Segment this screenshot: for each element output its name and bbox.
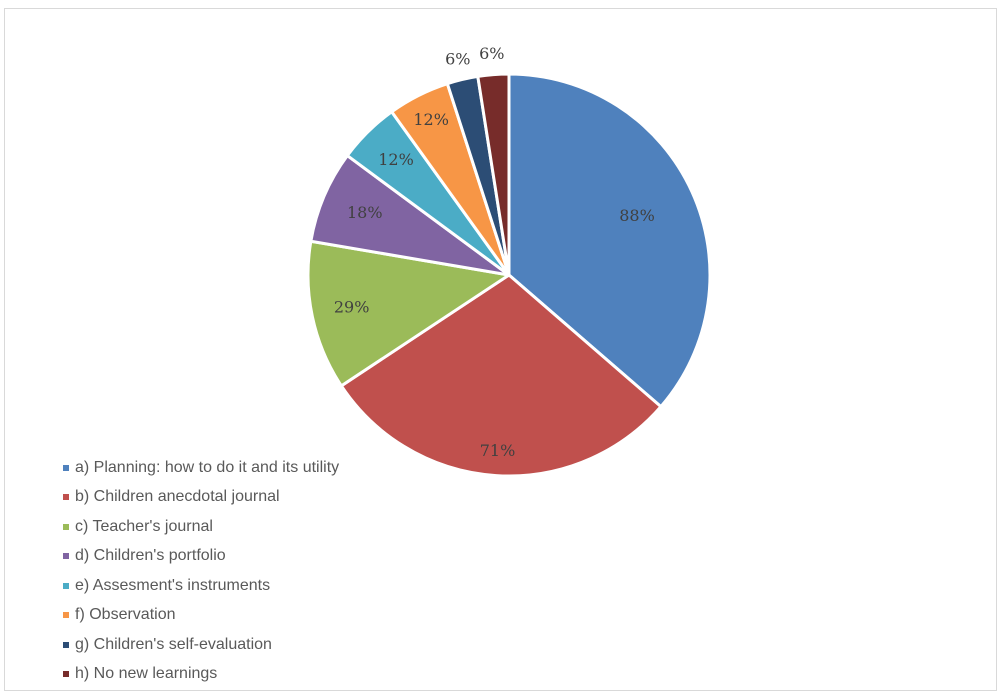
legend-item-h: h) No new learnings [63,660,339,690]
legend-label: d) Children's portfolio [75,547,226,565]
data-label-f: 12% [413,110,449,129]
legend-swatch [63,641,69,648]
legend-item-b: b) Children anecdotal journal [63,483,339,513]
data-label-c: 29% [334,298,370,317]
data-label-h: 6% [479,44,504,63]
data-label-a: 88% [619,206,655,225]
legend-label: h) No new learnings [75,665,218,683]
legend: a) Planning: how to do it and its utilit… [63,453,339,689]
legend-item-f: f) Observation [63,601,339,631]
pie-chart: 88% 71% 29% 18% 12% 12% 6% 6% [306,44,712,478]
legend-swatch [63,582,69,589]
legend-item-c: c) Teacher's journal [63,512,339,542]
chart-area: 88% 71% 29% 18% 12% 12% 6% 6% a) Planning: how … [4,8,997,691]
legend-label: g) Children's self-evaluation [75,635,272,653]
legend-item-g: g) Children's self-evaluation [63,630,339,660]
legend-label: f) Observation [75,606,176,624]
legend-item-a: a) Planning: how to do it and its utilit… [63,453,339,483]
pie-slice-a [507,72,712,409]
legend-item-d: d) Children's portfolio [63,542,339,572]
data-label-d: 18% [347,203,383,222]
pie-slice-h [476,72,511,277]
legend-label: c) Teacher's journal [75,517,213,535]
legend-swatch [63,553,69,560]
legend-label: e) Assesment's instruments [75,576,271,594]
legend-swatch [63,671,69,678]
legend-swatch [63,494,69,501]
data-label-e: 12% [378,150,414,169]
legend-label: a) Planning: how to do it and its utilit… [75,458,340,476]
pie-slice-b [339,273,663,478]
legend-label: b) Children anecdotal journal [75,488,280,506]
pie-slice-c [306,239,511,388]
legend-swatch [63,612,69,619]
legend-swatch [63,523,69,530]
legend-item-e: e) Assesment's instruments [63,571,339,601]
data-label-b: 71% [480,441,516,460]
legend-swatch [63,464,69,471]
data-label-g: 6% [445,49,470,68]
